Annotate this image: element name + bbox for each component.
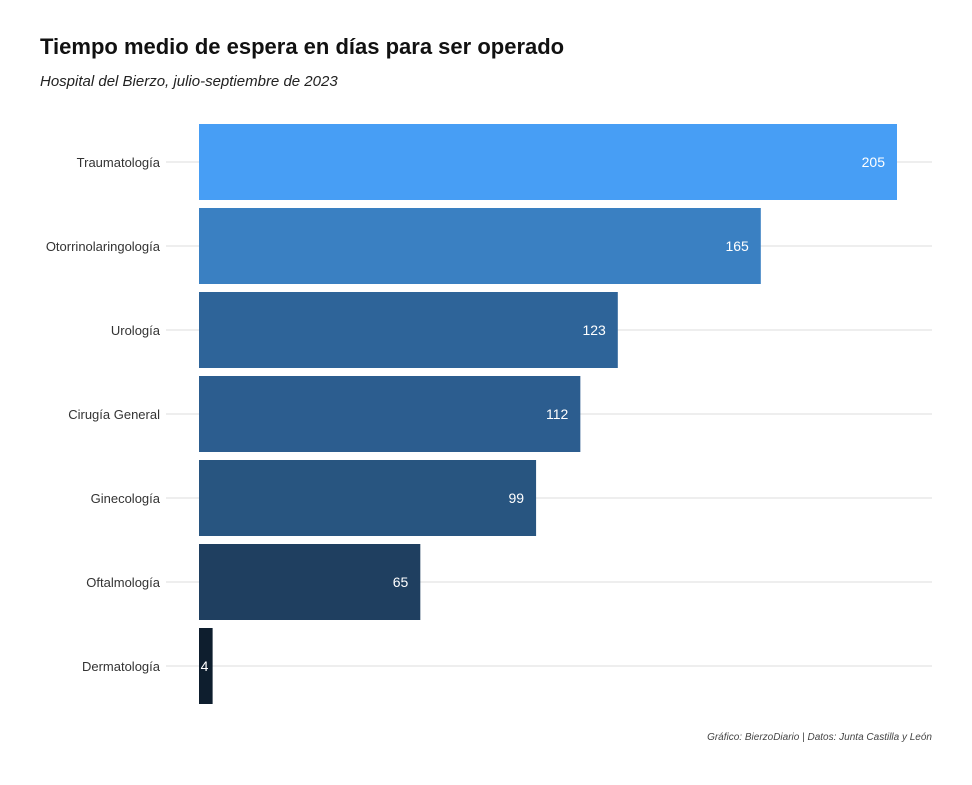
chart-caption: Gráfico: BierzoDiario | Datos: Junta Cas… [707,732,932,743]
category-label: Ginecología [91,491,161,506]
category-label: Otorrinolaringología [46,239,161,254]
category-label: Dermatología [82,659,161,674]
chart-title: Tiempo medio de espera en días para ser … [40,34,565,59]
bar-urologia [199,292,618,368]
chart-subtitle: Hospital del Bierzo, julio-septiembre de… [40,73,338,90]
category-label: Traumatología [77,155,161,170]
value-label: 123 [582,322,606,338]
value-label: 112 [546,406,569,422]
value-label: 205 [862,154,886,170]
category-label: Oftalmología [86,575,160,590]
bar-otorrinolaringologia [199,208,761,284]
bar-dermatologia [199,628,213,704]
value-label: 99 [509,490,525,506]
category-labels: Traumatología Otorrinolaringología Urologí… [46,155,161,674]
value-labels: 205 165 123 112 99 65 4 [201,154,886,674]
bar-cirugia-general [199,376,581,452]
value-label: 165 [725,238,749,254]
bar-traumatologia [199,124,897,200]
category-label: Cirugía General [68,407,160,422]
bars [199,124,897,704]
value-label: 4 [201,658,209,674]
value-label: 65 [393,574,409,590]
bar-oftalmologia [199,544,421,620]
bar-ginecologia [199,460,537,536]
category-label: Urología [111,323,161,338]
